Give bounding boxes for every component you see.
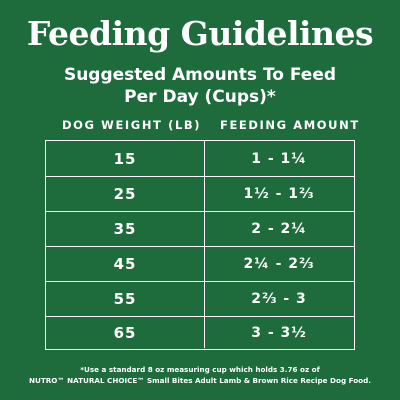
weight-cell: 65 (113, 323, 137, 342)
weight-cell: 15 (113, 149, 137, 168)
page-title: Feeding Guidelines (26, 14, 374, 53)
subtitle-line-2: Per Day (Cups)* (124, 87, 276, 107)
weight-cell: 25 (113, 185, 137, 203)
weight-cell: 45 (113, 255, 137, 273)
table-row: 55 2⅔ - 3 (46, 281, 354, 316)
amount-cell: 1 - 1¼ (204, 141, 353, 176)
table-row: 65 3 - 3½ (46, 316, 354, 348)
table-headers: DOG WEIGHT (LB) FEEDING AMOUNT (0, 118, 400, 134)
amount-cell: 2⅔ - 3 (204, 282, 353, 316)
footnote: *Use a standard 8 oz measuring cup which… (0, 364, 400, 386)
weight-cell: 35 (113, 220, 137, 238)
header-dog-weight: DOG WEIGHT (LB) (62, 118, 202, 132)
header-feeding-amount: FEEDING AMOUNT (220, 118, 360, 132)
footnote-line-2: NUTRO™ NATURAL CHOICE™ Small Bites Adult… (29, 376, 371, 385)
feeding-table: 15 1 - 1¼ 25 1½ - 1⅔ 35 2 - 2¼ 45 2¼ - 2… (45, 140, 355, 350)
amount-cell: 2¼ - 2⅔ (204, 247, 353, 281)
subtitle: Suggested Amounts To Feed Per Day (Cups)… (0, 64, 400, 108)
subtitle-line-1: Suggested Amounts To Feed (63, 65, 337, 85)
weight-cell: 55 (113, 290, 137, 308)
amount-cell: 3 - 3½ (204, 317, 353, 348)
amount-cell: 1½ - 1⅔ (204, 177, 353, 211)
table-row: 25 1½ - 1⅔ (46, 176, 354, 211)
table-row: 15 1 - 1¼ (46, 141, 354, 176)
table-row: 45 2¼ - 2⅔ (46, 246, 354, 281)
table-row: 35 2 - 2¼ (46, 211, 354, 246)
amount-cell: 2 - 2¼ (204, 212, 353, 246)
footnote-line-1: *Use a standard 8 oz measuring cup which… (80, 365, 320, 374)
